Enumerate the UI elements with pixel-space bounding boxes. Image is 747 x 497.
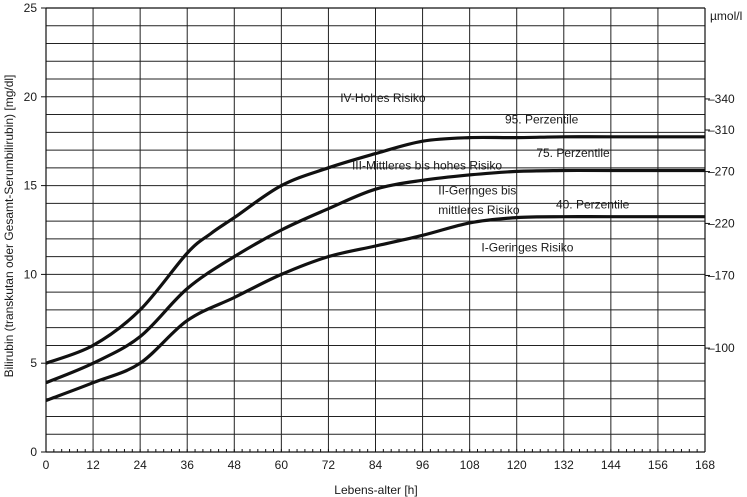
grid xyxy=(45,8,706,452)
y2-tick-label: –220 xyxy=(708,216,735,230)
risk-zone-label: I-Geringes Risiko xyxy=(481,240,573,254)
x-tick-label: 120 xyxy=(507,458,527,472)
x-tick-label: 108 xyxy=(460,458,480,472)
x-tick-label: 24 xyxy=(133,458,147,472)
risk-zone-label: III-Mittleres bis hohes Risiko xyxy=(352,159,502,173)
percentile-curve xyxy=(45,135,706,365)
x-tick-label: 156 xyxy=(648,458,668,472)
y2-tick-label: –310 xyxy=(708,123,735,137)
chart-labels: 0 12 24 36 48 60 72 84 96 108 120 132 144 156 168 0 5 10 1… xyxy=(24,1,735,472)
y-tick-label: 10 xyxy=(24,267,38,281)
x-tick-label: 48 xyxy=(228,458,242,472)
percentile-curve xyxy=(45,215,705,402)
y-tick-label: 25 xyxy=(24,1,38,15)
y2-tick-label: –340 xyxy=(708,92,735,106)
percentile-label: 75. Perzentile xyxy=(536,146,610,160)
y2-tick-label: –270 xyxy=(708,165,735,179)
y-tick-label: 5 xyxy=(30,356,37,370)
y2-axis-title: µmol/l xyxy=(710,9,742,23)
x-tick-label: 132 xyxy=(554,458,574,472)
y2-tick-label: –100 xyxy=(708,341,735,355)
percentile-curve xyxy=(45,168,705,385)
x-tick-label: 60 xyxy=(275,458,289,472)
y-tick-label: 15 xyxy=(24,179,38,193)
x-axis-title: Lebens-alter [h] xyxy=(334,483,417,497)
x-tick-label: 84 xyxy=(369,458,383,472)
x-tick-label: 0 xyxy=(43,458,50,472)
risk-zone-label: mittleres Risiko xyxy=(438,203,520,217)
percentile-label: 95. Perzentile xyxy=(505,112,579,126)
y-axis-title: Bilirubin (transkutan oder Gesamt-Serumb… xyxy=(2,75,16,378)
risk-zone-label: IV-Hohes Risiko xyxy=(340,91,426,105)
y-tick-label: 20 xyxy=(24,90,38,104)
x-tick-label: 144 xyxy=(601,458,621,472)
risk-zone-label: II-Geringes bis xyxy=(438,183,516,197)
y2-tick-label: –170 xyxy=(708,268,735,282)
x-tick-label: 96 xyxy=(416,458,430,472)
x-tick-label: 36 xyxy=(181,458,195,472)
percentile-label: 40. Perzentile xyxy=(556,198,630,212)
axis-ticks xyxy=(41,7,710,453)
x-tick-label: 12 xyxy=(86,458,100,472)
y-tick-label: 0 xyxy=(30,445,37,459)
percentile-curves xyxy=(45,135,706,402)
x-tick-label: 72 xyxy=(322,458,336,472)
x-tick-label: 168 xyxy=(695,458,715,472)
